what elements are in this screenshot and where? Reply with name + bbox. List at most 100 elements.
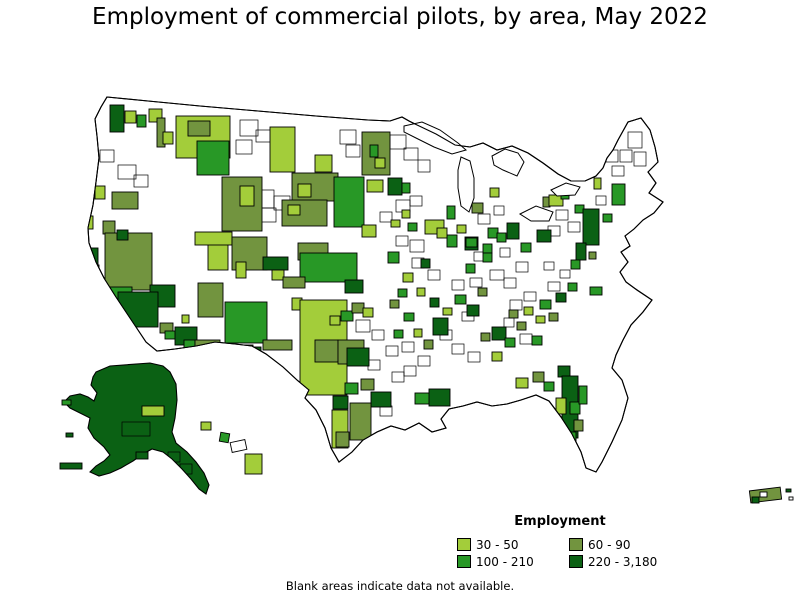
hawaii-island (229, 439, 248, 453)
map-area (602, 213, 613, 223)
alaska-area (141, 405, 165, 417)
map-area (187, 120, 211, 137)
map-area (287, 204, 301, 216)
map-area-no-data (345, 144, 361, 158)
legend-grid: 30 - 50 60 - 90 100 - 210 220 - 3,180 (440, 538, 680, 568)
map-area (369, 144, 379, 158)
map-area-no-data (427, 269, 441, 281)
map-area (446, 205, 456, 220)
map-area (136, 114, 147, 128)
map-area-no-data (633, 151, 647, 167)
puerto-rico-area (751, 496, 760, 504)
map-area (207, 242, 229, 271)
map-area (269, 126, 296, 173)
map-area-no-data (499, 247, 511, 258)
hawaii-island (218, 431, 231, 444)
map-area (349, 402, 372, 441)
map-area (471, 202, 484, 214)
legend-swatch-1 (457, 538, 471, 551)
map-area (299, 252, 358, 283)
map-area (297, 183, 312, 198)
map-area (454, 294, 467, 305)
map-area (314, 154, 333, 173)
map-area (456, 224, 467, 234)
map-area (102, 220, 116, 235)
map-area (89, 264, 100, 289)
map-area (271, 269, 285, 281)
page-title: Employment of commercial pilots, by area… (92, 4, 708, 30)
map-area-no-data (99, 149, 115, 163)
map-area (428, 388, 451, 407)
alaska-landmass (63, 362, 210, 495)
map-area (489, 187, 500, 198)
map-area (567, 282, 578, 292)
hawaii-island (244, 453, 263, 475)
map-area-no-data (133, 174, 149, 188)
alaska-area-border (121, 421, 151, 437)
map-area (340, 310, 354, 322)
map-area-no-data (489, 269, 505, 281)
map-area-no-data (451, 279, 465, 291)
map-area (366, 179, 384, 193)
map-area-no-data (627, 131, 643, 149)
map-area (531, 335, 543, 346)
map-area-no-data (611, 165, 625, 177)
map-area (333, 176, 365, 228)
map-area (235, 261, 247, 279)
map-area (491, 326, 507, 341)
map-area-no-data (619, 149, 633, 163)
map-area (539, 299, 552, 310)
map-area-no-data (543, 261, 555, 271)
map-area (97, 296, 111, 308)
map-area (416, 287, 426, 297)
hawaii-islands (200, 421, 263, 475)
legend-label-3: 100 - 210 (476, 554, 534, 569)
hawaii-island (200, 421, 212, 431)
map-area (196, 140, 230, 176)
alaska-islands (59, 399, 149, 470)
alaska-island (135, 451, 149, 460)
lake-erie (518, 205, 554, 222)
map-area (262, 256, 289, 271)
map-area (423, 339, 434, 350)
puerto-rico-area (788, 496, 794, 501)
map-area (420, 258, 431, 269)
map-area (181, 314, 190, 324)
map-area (535, 315, 546, 324)
map-area (403, 312, 415, 322)
map-area (116, 229, 129, 241)
map-area (446, 234, 458, 248)
map-legend: Employment 30 - 50 60 - 90 100 - 210 220 - … (440, 514, 680, 568)
map-area (109, 104, 125, 133)
lake-michigan (457, 156, 475, 213)
map-area (548, 312, 559, 322)
map-area (402, 272, 414, 283)
map-area (387, 177, 403, 196)
map-area (197, 282, 224, 318)
legend-swatch-4 (569, 555, 583, 568)
map-area (374, 157, 386, 169)
map-area-no-data (385, 345, 399, 357)
map-area-no-data (555, 209, 569, 221)
map-area (124, 110, 137, 124)
map-area (407, 222, 418, 232)
map-area (401, 209, 411, 219)
legend-title: Employment (514, 514, 606, 529)
map-area (361, 224, 377, 238)
map-area (442, 307, 453, 316)
map-area (393, 329, 404, 339)
map-area (588, 251, 597, 260)
map-area-no-data (503, 277, 517, 289)
map-area (582, 208, 600, 246)
map-area (573, 419, 584, 432)
map-area (262, 339, 293, 351)
map-area (239, 185, 255, 207)
puerto-rico-area (785, 488, 792, 493)
map-area (314, 339, 339, 363)
map-area-no-data (477, 213, 491, 225)
map-area (432, 317, 449, 336)
lake-superior (403, 121, 468, 155)
map-area (578, 385, 588, 405)
